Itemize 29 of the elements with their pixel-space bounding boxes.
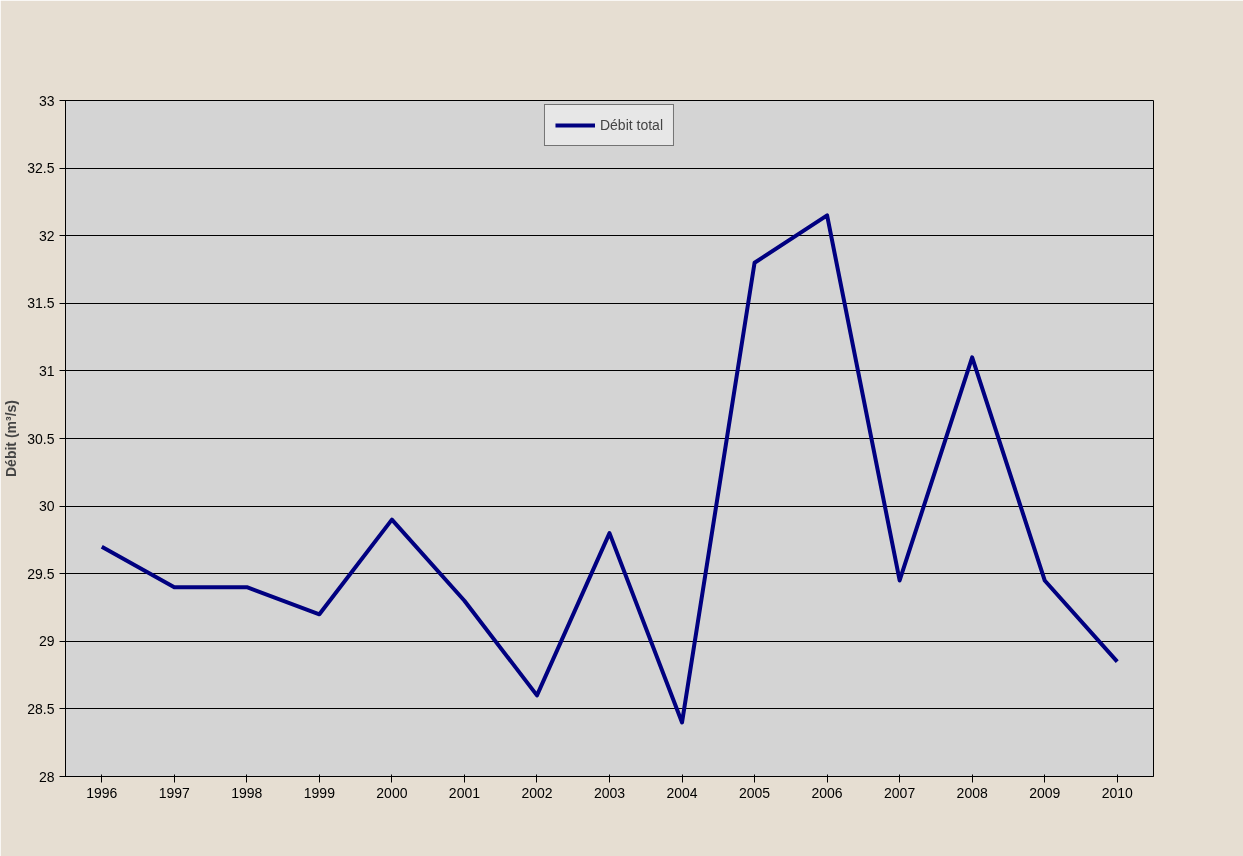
x-tick-label: 1996	[86, 784, 118, 801]
x-tick-label: 2010	[1101, 784, 1134, 801]
x-tick-label: 2008	[956, 784, 988, 801]
x-tick-label: 2009	[1029, 784, 1061, 801]
y-tick-label: 30.5	[27, 430, 55, 447]
y-tick-label: 29.5	[27, 565, 55, 582]
x-tick-label: 2003	[593, 784, 626, 801]
y-tick-label: 29	[38, 633, 55, 650]
line-series	[99, 213, 1120, 725]
x-tick-label: 2000	[376, 784, 408, 801]
y-tick-label: 28	[38, 768, 55, 785]
x-tick-label: 2002	[521, 784, 553, 801]
x-tick-label: 2005	[738, 784, 771, 801]
y-tick-label: 31.5	[27, 295, 55, 312]
x-tick-label: 2001	[448, 784, 481, 801]
x-tick-label: 1998	[231, 784, 263, 801]
y-tick-label: 32	[38, 227, 55, 244]
y-tick-label: 28.5	[27, 700, 55, 717]
y-tick-label: 33	[38, 92, 55, 109]
x-tick-label: 2004	[666, 784, 698, 801]
x-tick-label: 1999	[303, 784, 336, 801]
x-tick-label: 1997	[158, 784, 191, 801]
x-tick-label: 2006	[811, 784, 843, 801]
y-tick-label: 30	[38, 498, 55, 515]
y-tick-label: 32.5	[27, 160, 55, 177]
y-tick-label: 31	[38, 362, 55, 379]
legend-label: Débit total	[599, 117, 664, 133]
x-tick-label: 2007	[884, 784, 916, 801]
y-axis-title: Débit (m³/s)	[3, 400, 20, 477]
